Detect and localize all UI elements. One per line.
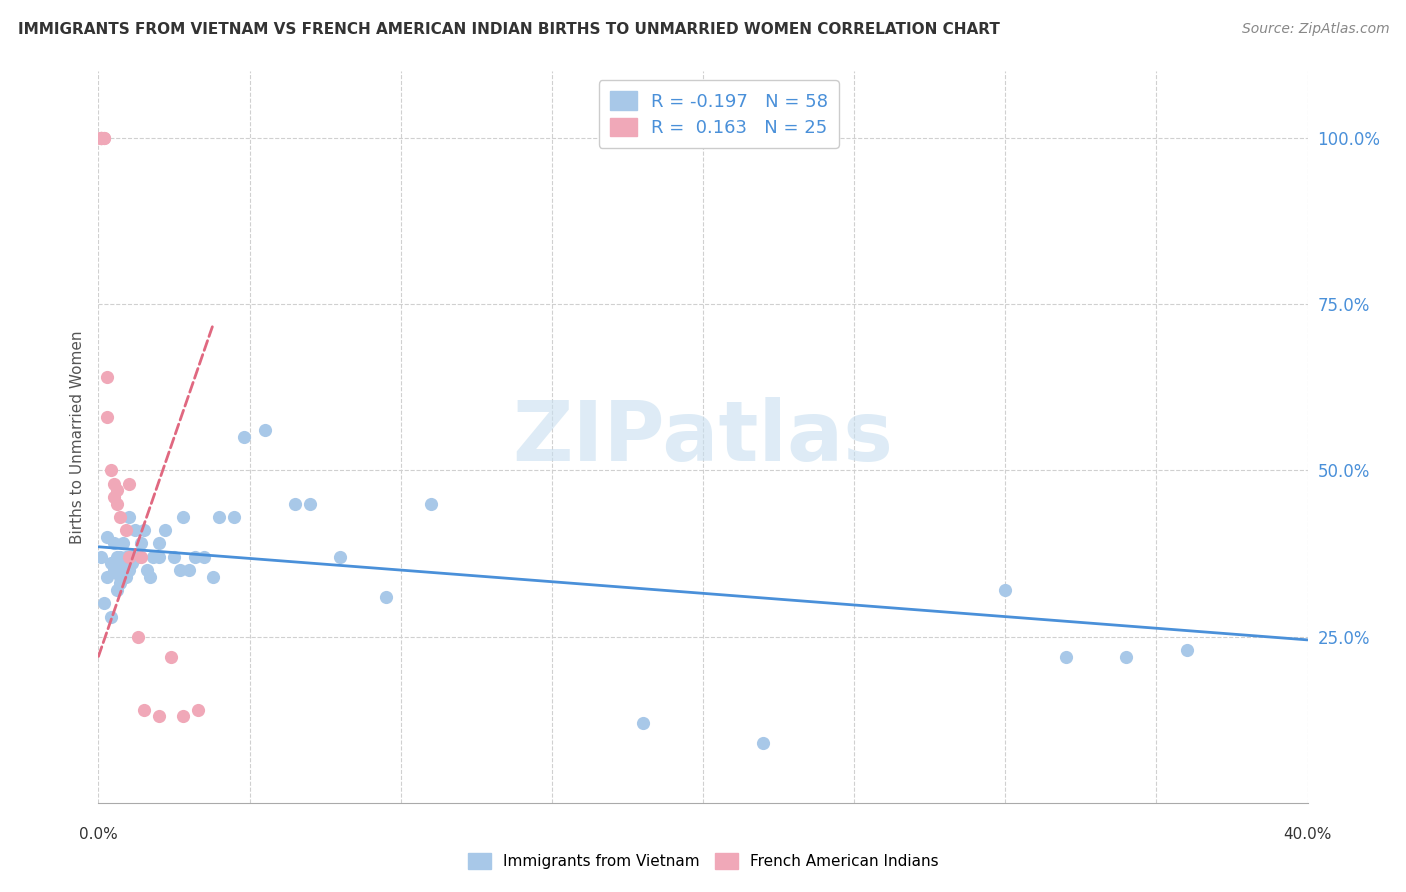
Immigrants from Vietnam [994,582,1017,597]
Immigrants from Vietnam [105,582,128,597]
French American Indians [118,549,141,564]
French American Indians [148,709,170,723]
French American Indians [90,131,112,145]
Immigrants from Vietnam [121,557,143,571]
French American Indians [129,549,152,564]
Immigrants from Vietnam [142,549,165,564]
French American Indians [100,463,122,477]
Immigrants from Vietnam [118,509,141,524]
Immigrants from Vietnam [90,549,112,564]
Immigrants from Vietnam [1054,649,1077,664]
French American Indians [108,509,131,524]
Immigrants from Vietnam [224,509,246,524]
Immigrants from Vietnam [153,523,176,537]
Legend: Immigrants from Vietnam, French American Indians: Immigrants from Vietnam, French American… [461,847,945,875]
French American Indians [96,370,118,384]
Immigrants from Vietnam [163,549,186,564]
French American Indians [103,476,125,491]
Text: ZIPatlas: ZIPatlas [513,397,893,477]
Legend: R = -0.197   N = 58, R =  0.163   N = 25: R = -0.197 N = 58, R = 0.163 N = 25 [599,80,839,148]
French American Indians [93,131,115,145]
Immigrants from Vietnam [100,609,122,624]
Text: 40.0%: 40.0% [1284,827,1331,841]
Immigrants from Vietnam [208,509,231,524]
French American Indians [105,483,128,498]
Immigrants from Vietnam [100,557,122,571]
French American Indians [118,476,141,491]
Immigrants from Vietnam [420,497,443,511]
Immigrants from Vietnam [169,563,191,577]
Y-axis label: Births to Unmarried Women: Births to Unmarried Women [69,330,84,544]
Immigrants from Vietnam [184,549,207,564]
French American Indians [105,497,128,511]
Immigrants from Vietnam [232,430,254,444]
Immigrants from Vietnam [114,549,136,564]
French American Indians [103,490,125,504]
French American Indians [114,523,136,537]
French American Indians [96,410,118,425]
Immigrants from Vietnam [253,424,276,438]
Immigrants from Vietnam [121,549,143,564]
French American Indians [90,131,112,145]
Immigrants from Vietnam [111,563,134,577]
Immigrants from Vietnam [193,549,215,564]
French American Indians [172,709,194,723]
Immigrants from Vietnam [299,497,322,511]
Immigrants from Vietnam [148,536,170,550]
French American Indians [187,703,209,717]
French American Indians [132,703,155,717]
Immigrants from Vietnam [135,563,157,577]
Immigrants from Vietnam [105,549,128,564]
Immigrants from Vietnam [1175,643,1198,657]
Immigrants from Vietnam [1115,649,1137,664]
Text: 0.0%: 0.0% [79,827,118,841]
Immigrants from Vietnam [103,563,125,577]
Immigrants from Vietnam [129,536,152,550]
Immigrants from Vietnam [103,557,125,571]
Immigrants from Vietnam [105,557,128,571]
Immigrants from Vietnam [172,509,194,524]
French American Indians [90,131,112,145]
Immigrants from Vietnam [631,716,654,731]
Immigrants from Vietnam [148,549,170,564]
Immigrants from Vietnam [108,549,131,564]
Immigrants from Vietnam [179,563,201,577]
Immigrants from Vietnam [103,536,125,550]
Immigrants from Vietnam [118,563,141,577]
Immigrants from Vietnam [374,590,396,604]
Immigrants from Vietnam [752,736,775,750]
Immigrants from Vietnam [111,536,134,550]
Immigrants from Vietnam [139,570,162,584]
French American Indians [160,649,183,664]
Immigrants from Vietnam [108,576,131,591]
Immigrants from Vietnam [124,523,146,537]
Immigrants from Vietnam [127,549,149,564]
Immigrants from Vietnam [108,563,131,577]
Immigrants from Vietnam [96,530,118,544]
French American Indians [93,131,115,145]
Immigrants from Vietnam [93,596,115,610]
French American Indians [127,630,149,644]
Immigrants from Vietnam [329,549,352,564]
Immigrants from Vietnam [284,497,307,511]
Immigrants from Vietnam [114,570,136,584]
Immigrants from Vietnam [111,557,134,571]
Immigrants from Vietnam [132,523,155,537]
Text: Source: ZipAtlas.com: Source: ZipAtlas.com [1241,22,1389,37]
Immigrants from Vietnam [96,570,118,584]
Immigrants from Vietnam [202,570,225,584]
Immigrants from Vietnam [114,563,136,577]
French American Indians [90,131,112,145]
Immigrants from Vietnam [108,570,131,584]
French American Indians [90,131,112,145]
Text: IMMIGRANTS FROM VIETNAM VS FRENCH AMERICAN INDIAN BIRTHS TO UNMARRIED WOMEN CORR: IMMIGRANTS FROM VIETNAM VS FRENCH AMERIC… [18,22,1000,37]
